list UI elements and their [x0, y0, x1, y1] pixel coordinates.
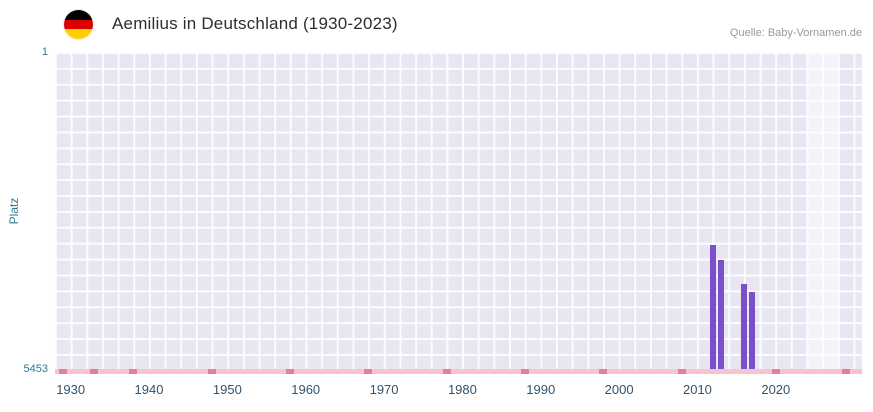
bar-2017[interactable]	[749, 291, 756, 370]
axis-mark-2008	[677, 369, 686, 374]
y-tick-min: 1	[41, 46, 48, 58]
bar-2016[interactable]	[741, 284, 748, 370]
plot-area[interactable]	[55, 52, 862, 370]
bar-2012[interactable]	[710, 245, 717, 370]
axis-mark-1948	[207, 369, 216, 374]
axis-mark-1968	[364, 369, 373, 374]
x-tick-1950: 1950	[212, 382, 242, 397]
flag-stripe-red	[64, 19, 93, 30]
axis-mark-2020	[771, 369, 780, 374]
x-tick-2010: 2010	[682, 382, 712, 397]
bar-2013[interactable]	[717, 259, 724, 370]
x-tick-2000: 2000	[604, 382, 634, 397]
axis-mark-1978	[442, 369, 451, 374]
plot-band	[807, 52, 839, 370]
x-tick-1970: 1970	[369, 382, 399, 397]
axis-mark-1938	[129, 369, 138, 374]
axis-mark-1998	[599, 369, 608, 374]
x-tick-2020: 2020	[761, 382, 791, 397]
axis-mark-2029	[842, 369, 851, 374]
axis-mark-1988	[521, 369, 530, 374]
x-axis-tick-labels: 1930 1940 1950 1960 1970 1980 1990 2000 2010 2020	[55, 382, 862, 402]
x-tick-1930: 1930	[56, 382, 86, 397]
flag-stripe-black	[64, 10, 93, 20]
axis-mark-1933	[90, 369, 99, 374]
chart-title: Aemilius in Deutschland (1930-2023)	[112, 14, 398, 33]
y-axis-title: Platz	[7, 197, 21, 225]
x-axis-line	[55, 369, 862, 374]
axis-mark-1958	[286, 369, 295, 374]
axis-mark-1929	[58, 369, 67, 374]
x-tick-1980: 1980	[447, 382, 477, 397]
germany-flag-icon	[64, 10, 93, 39]
x-tick-1940: 1940	[134, 382, 164, 397]
flag-stripe-gold	[64, 29, 93, 39]
x-tick-1960: 1960	[291, 382, 321, 397]
x-tick-1990: 1990	[526, 382, 556, 397]
source-credit: Quelle: Baby-Vornamen.de	[729, 27, 862, 39]
y-tick-max: 5453	[23, 363, 48, 375]
